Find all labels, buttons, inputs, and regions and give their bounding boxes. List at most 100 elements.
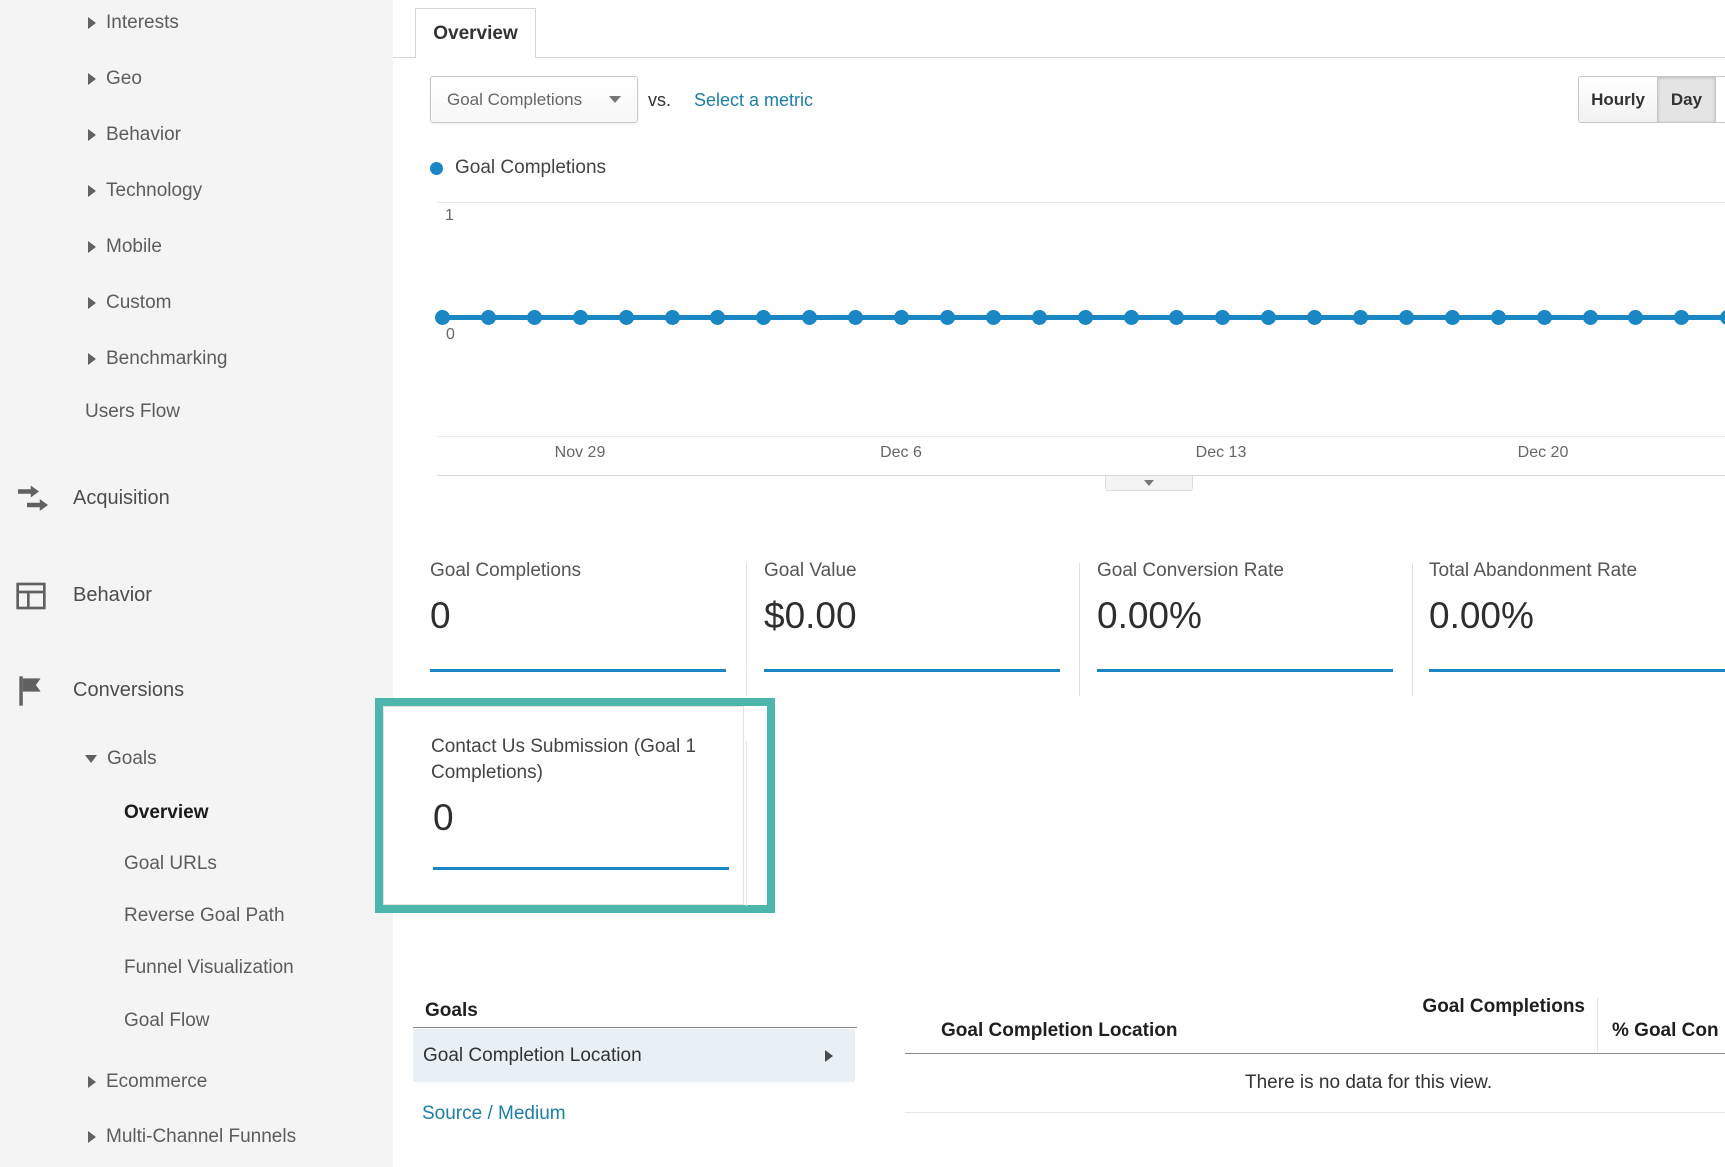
granularity-day-button[interactable]: Day bbox=[1657, 77, 1715, 122]
granularity-hourly-button[interactable]: Hourly bbox=[1579, 77, 1657, 122]
sidebar-item-custom[interactable]: Custom bbox=[88, 292, 171, 314]
sidebar-item-label: Custom bbox=[106, 292, 172, 313]
chevron-right-icon bbox=[88, 1076, 96, 1088]
column-header-goal-completion-location[interactable]: Goal Completion Location bbox=[941, 1020, 1178, 1041]
sidebar-item-mobile[interactable]: Mobile bbox=[88, 236, 162, 258]
data-point[interactable] bbox=[1674, 310, 1690, 325]
granularity-next-button-cut[interactable] bbox=[1715, 77, 1725, 122]
chevron-right-icon bbox=[88, 241, 96, 253]
chart-expander-button[interactable] bbox=[1105, 476, 1193, 491]
scorecard-title: Goal Value bbox=[764, 560, 857, 581]
data-point[interactable] bbox=[756, 310, 772, 325]
data-point[interactable] bbox=[1582, 310, 1598, 325]
data-point[interactable] bbox=[664, 310, 680, 325]
tab-overview[interactable]: Overview bbox=[415, 8, 536, 58]
sidebar-item-benchmarking[interactable]: Benchmarking bbox=[88, 348, 227, 370]
sidebar-item-ecommerce[interactable]: Ecommerce bbox=[88, 1071, 207, 1093]
data-point[interactable] bbox=[1031, 310, 1047, 325]
data-point[interactable] bbox=[1169, 310, 1185, 325]
data-point[interactable] bbox=[572, 310, 588, 325]
data-point[interactable] bbox=[1444, 310, 1460, 325]
y-axis-tick: 0 bbox=[446, 326, 455, 343]
sidebar-item-geo[interactable]: Geo bbox=[88, 68, 142, 90]
column-divider bbox=[1597, 998, 1598, 1052]
data-point[interactable] bbox=[435, 310, 450, 325]
data-point[interactable] bbox=[480, 310, 496, 325]
sidebar-item-label: Mobile bbox=[106, 236, 162, 257]
data-point[interactable] bbox=[939, 310, 955, 325]
sparkline bbox=[430, 669, 726, 672]
data-point[interactable] bbox=[710, 310, 726, 325]
sidebar-item-label: Users Flow bbox=[85, 401, 181, 422]
data-point[interactable] bbox=[1490, 310, 1506, 325]
data-point[interactable] bbox=[1077, 310, 1093, 325]
sidebar-item-label: Multi-Channel Funnels bbox=[106, 1126, 297, 1147]
sidebar-item-technology[interactable]: Technology bbox=[88, 180, 202, 202]
sidebar-item-label: Behavior bbox=[106, 124, 181, 145]
scorecard-total-abandonment-rate[interactable]: Total Abandonment Rate 0.00% bbox=[1429, 560, 1725, 672]
scorecard-value: 0.00% bbox=[1429, 595, 1534, 636]
granularity-toggle: Hourly Day bbox=[1578, 76, 1725, 123]
data-point[interactable] bbox=[526, 310, 542, 325]
tab-label: Overview bbox=[433, 22, 518, 44]
sub-item-label: Goal Flow bbox=[124, 1010, 210, 1031]
sidebar-item-users-flow[interactable]: Users Flow bbox=[85, 401, 180, 423]
sidebar-item-interests[interactable]: Interests bbox=[88, 12, 179, 34]
column-header-percent-goal-conversion[interactable]: % Goal Con bbox=[1612, 1020, 1719, 1041]
scorecard-goal-conversion-rate[interactable]: Goal Conversion Rate 0.00% bbox=[1097, 560, 1393, 672]
sidebar-section-conversions[interactable]: Conversions bbox=[19, 675, 184, 706]
goals-panel-title: Goals bbox=[425, 1000, 478, 1021]
sidebar-section-behavior[interactable]: Behavior bbox=[16, 582, 152, 609]
scorecard-value: 0.00% bbox=[1097, 595, 1202, 636]
sub-item-label: Goal URLs bbox=[124, 853, 217, 874]
dimension-row-goal-completion-location[interactable]: Goal Completion Location bbox=[413, 1029, 855, 1082]
sidebar-item-goals-overview[interactable]: Overview bbox=[124, 802, 209, 824]
data-point[interactable] bbox=[1398, 310, 1414, 325]
sidebar-item-goal-flow[interactable]: Goal Flow bbox=[124, 1010, 210, 1032]
data-point[interactable] bbox=[1353, 310, 1368, 325]
data-point[interactable] bbox=[1536, 310, 1552, 325]
data-point[interactable] bbox=[1261, 310, 1277, 325]
table-empty-message: There is no data for this view. bbox=[1245, 1072, 1493, 1093]
data-point[interactable] bbox=[985, 310, 1001, 325]
chevron-right-icon bbox=[88, 1131, 96, 1143]
sidebar-item-label: Technology bbox=[106, 180, 203, 201]
data-point[interactable] bbox=[1628, 310, 1644, 325]
data-point[interactable] bbox=[618, 310, 634, 325]
sub-item-label: Overview bbox=[124, 802, 209, 823]
card-divider bbox=[746, 563, 747, 696]
select-a-metric-link[interactable]: Select a metric bbox=[694, 90, 814, 110]
sidebar-section-acquisition[interactable]: Acquisition bbox=[18, 485, 170, 511]
data-point[interactable] bbox=[1720, 310, 1725, 325]
sub-item-label: Reverse Goal Path bbox=[124, 905, 285, 926]
sidebar-item-reverse-goal-path[interactable]: Reverse Goal Path bbox=[124, 905, 285, 927]
scorecard-contact-us-submission[interactable]: Contact Us Submission (Goal 1 Completion… bbox=[383, 706, 747, 906]
sidebar: Interests Geo Behavior Technology Mobile… bbox=[0, 0, 393, 1167]
table-bottom-border bbox=[905, 1112, 1725, 1113]
sidebar-item-behavior-report[interactable]: Behavior bbox=[88, 124, 181, 146]
conversions-icon bbox=[19, 675, 41, 706]
section-label: Behavior bbox=[73, 584, 152, 606]
goal-completions-chart: 1 0 Nov 29 Dec 6 Dec 13 Dec 20 bbox=[435, 196, 1725, 496]
metric-selector-dropdown[interactable]: Goal Completions bbox=[430, 76, 638, 123]
source-medium-link[interactable]: Source / Medium bbox=[422, 1103, 566, 1124]
column-header-goal-completions[interactable]: Goal Completions bbox=[1422, 996, 1585, 1017]
sidebar-item-funnel-visualization[interactable]: Funnel Visualization bbox=[124, 957, 294, 979]
sidebar-item-goal-urls[interactable]: Goal URLs bbox=[124, 853, 217, 875]
sidebar-item-multi-channel-funnels[interactable]: Multi-Channel Funnels bbox=[88, 1126, 296, 1148]
sidebar-group-goals[interactable]: Goals bbox=[85, 748, 157, 770]
data-point[interactable] bbox=[848, 310, 864, 325]
card-divider bbox=[1412, 563, 1413, 696]
scorecard-goal-value[interactable]: Goal Value $0.00 bbox=[764, 560, 1060, 672]
data-point[interactable] bbox=[802, 310, 818, 325]
x-axis-tick: Dec 13 bbox=[1195, 444, 1247, 461]
data-point[interactable] bbox=[1215, 310, 1231, 325]
x-axis-tick: Nov 29 bbox=[554, 444, 606, 461]
chevron-right-icon bbox=[88, 297, 96, 309]
data-point[interactable] bbox=[1123, 310, 1139, 325]
data-point[interactable] bbox=[1307, 310, 1323, 325]
sidebar-item-label: Benchmarking bbox=[106, 348, 228, 369]
data-point[interactable] bbox=[894, 310, 909, 325]
x-axis-tick: Dec 20 bbox=[1517, 444, 1569, 461]
scorecard-goal-completions[interactable]: Goal Completions 0 bbox=[430, 560, 726, 672]
